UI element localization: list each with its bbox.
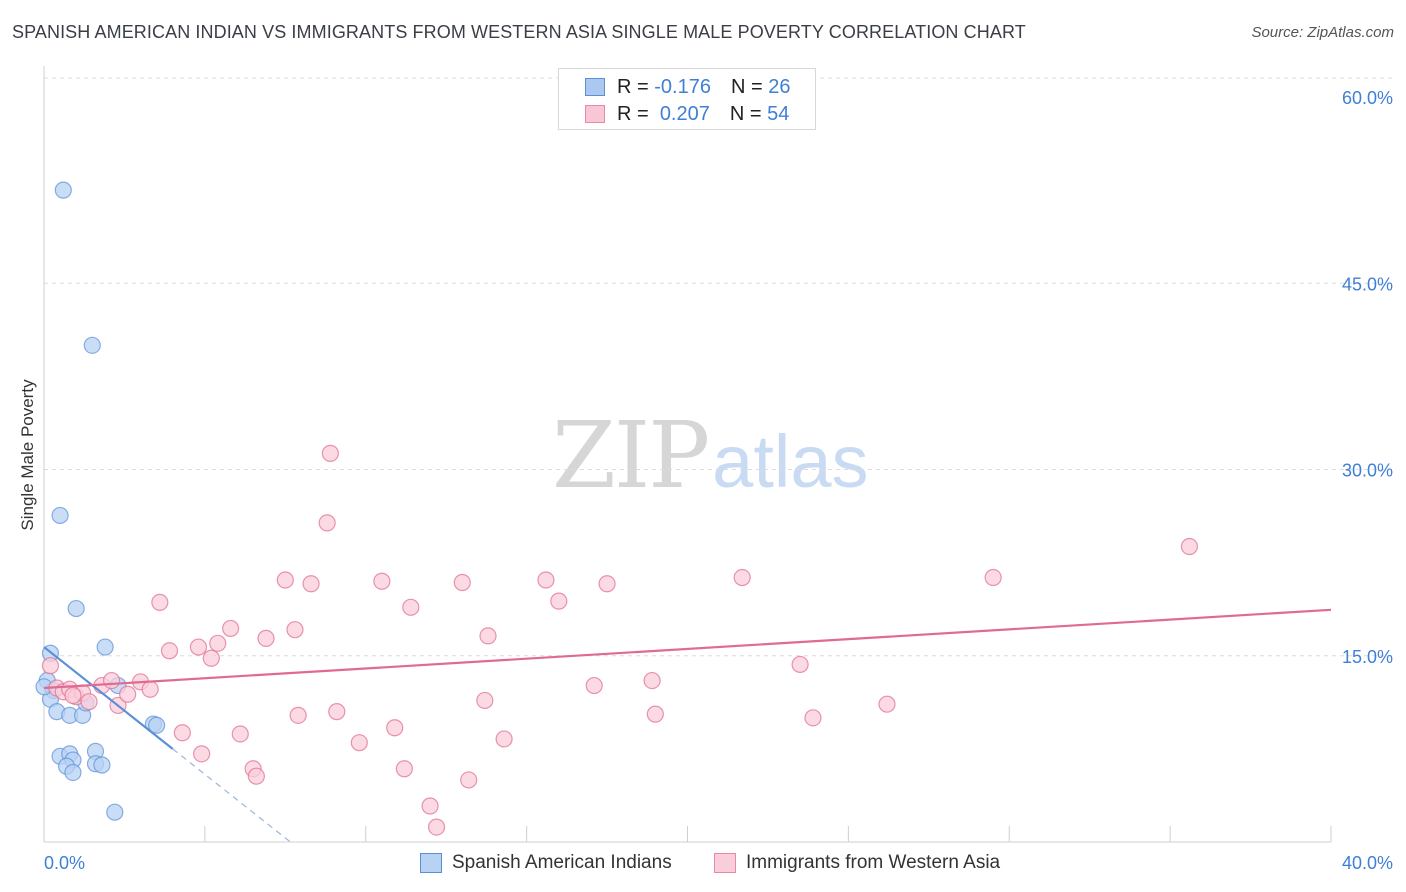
- data-point-immigrants-western-asia: [247, 767, 265, 785]
- legend-r-value: 0.207: [659, 102, 710, 125]
- legend-swatch-blue: [420, 853, 442, 873]
- trend-line-spanish-american-indians-extension: [172, 748, 293, 844]
- legend-label: Immigrants from Western Asia: [746, 852, 1001, 873]
- trend-line-immigrants-western-asia: [43, 608, 1332, 690]
- legend-r-value: -0.176: [654, 75, 711, 98]
- legend-n-label: N =: [730, 75, 763, 98]
- data-point-immigrants-western-asia: [791, 655, 809, 674]
- data-point-spanish-american-indians: [67, 599, 85, 618]
- data-point-immigrants-western-asia: [427, 818, 446, 836]
- data-point-immigrants-western-asia: [318, 514, 336, 532]
- data-point-immigrants-western-asia: [402, 598, 420, 616]
- legend-r-label: R =: [617, 102, 649, 125]
- data-point-immigrants-western-asia: [102, 671, 121, 690]
- legend-row-immigrants-western-asia: R = 0.207 N = 54: [585, 101, 789, 127]
- data-point-immigrants-western-asia: [209, 634, 227, 652]
- y-tick-label: 15.0%: [1342, 647, 1393, 667]
- data-point-spanish-american-indians: [54, 181, 72, 199]
- data-point-immigrants-western-asia: [231, 725, 249, 743]
- legend-item-immigrants-western-asia[interactable]: Immigrants from Western Asia: [714, 852, 1000, 874]
- data-point-immigrants-western-asia: [395, 760, 413, 778]
- data-point-immigrants-western-asia: [257, 629, 275, 647]
- y-tick-label: 60.0%: [1342, 88, 1393, 108]
- legend-item-spanish-american-indians[interactable]: Spanish American Indians: [420, 852, 672, 874]
- legend-n-value: 54: [767, 102, 790, 125]
- chart-title: SPANISH AMERICAN INDIAN VS IMMIGRANTS FR…: [12, 22, 1026, 42]
- data-point-immigrants-western-asia: [222, 619, 240, 638]
- data-point-immigrants-western-asia: [453, 573, 471, 592]
- legend-label: Spanish American Indians: [452, 852, 672, 873]
- data-point-immigrants-western-asia: [386, 719, 404, 737]
- source-label: Source: ZipAtlas.com: [1251, 24, 1394, 41]
- data-point-immigrants-western-asia: [804, 709, 822, 727]
- data-point-spanish-american-indians: [64, 763, 82, 782]
- data-point-immigrants-western-asia: [80, 693, 98, 711]
- data-point-immigrants-western-asia: [289, 706, 307, 724]
- x-tick-label: 40.0%: [1342, 853, 1393, 873]
- data-point-immigrants-western-asia: [421, 797, 439, 815]
- data-point-immigrants-western-asia: [119, 685, 137, 703]
- y-tick-label: 30.0%: [1342, 461, 1393, 481]
- legend-swatch-pink: [714, 853, 736, 873]
- data-point-immigrants-western-asia: [598, 575, 616, 593]
- data-point-immigrants-western-asia: [476, 691, 494, 710]
- y-tick-label: 45.0%: [1342, 274, 1393, 294]
- data-point-spanish-american-indians: [148, 716, 166, 734]
- data-point-immigrants-western-asia: [643, 671, 661, 690]
- legend-swatch-blue: [585, 78, 605, 96]
- data-point-immigrants-western-asia: [585, 676, 603, 695]
- legend-n-label: N =: [729, 102, 762, 125]
- data-point-immigrants-western-asia: [160, 642, 179, 660]
- data-point-immigrants-western-asia: [350, 734, 368, 752]
- data-point-immigrants-western-asia: [984, 568, 1002, 587]
- data-point-immigrants-western-asia: [189, 638, 208, 656]
- data-point-immigrants-western-asia: [151, 593, 169, 611]
- data-point-immigrants-western-asia: [321, 444, 339, 462]
- legend-row-spanish-american-indians: R = -0.176 N = 26: [585, 74, 790, 100]
- correlation-legend: R = -0.176 N = 26 R = 0.207 N = 54: [558, 68, 816, 130]
- data-point-immigrants-western-asia: [733, 568, 751, 587]
- trend-line-spanish-american-indians: [43, 646, 174, 750]
- data-point-immigrants-western-asia: [64, 686, 82, 705]
- x-tick-label: 0.0%: [44, 853, 85, 873]
- data-point-spanish-american-indians: [83, 336, 101, 354]
- data-point-immigrants-western-asia: [550, 592, 568, 610]
- data-point-immigrants-western-asia: [193, 745, 211, 763]
- data-point-immigrants-western-asia: [373, 572, 391, 590]
- data-point-immigrants-western-asia: [202, 649, 220, 667]
- data-point-immigrants-western-asia: [460, 771, 478, 789]
- data-point-spanish-american-indians: [106, 803, 124, 821]
- data-point-immigrants-western-asia: [495, 730, 513, 748]
- data-point-immigrants-western-asia: [276, 571, 294, 589]
- data-point-immigrants-western-asia: [173, 724, 191, 742]
- legend-swatch-pink: [585, 105, 605, 123]
- data-point-spanish-american-indians: [51, 506, 69, 525]
- data-point-immigrants-western-asia: [646, 705, 664, 723]
- data-point-immigrants-western-asia: [41, 657, 60, 675]
- data-point-spanish-american-indians: [96, 638, 114, 656]
- data-point-immigrants-western-asia: [537, 571, 555, 589]
- data-point-immigrants-western-asia: [328, 703, 346, 721]
- data-point-immigrants-western-asia: [479, 627, 497, 645]
- data-point-immigrants-western-asia: [878, 695, 896, 713]
- data-point-immigrants-western-asia: [302, 575, 320, 593]
- legend-r-label: R =: [617, 75, 649, 98]
- y-axis-label: Single Male Poverty: [18, 379, 37, 531]
- legend-n-value: 26: [768, 75, 791, 98]
- data-point-immigrants-western-asia: [1180, 537, 1199, 556]
- data-point-immigrants-western-asia: [141, 680, 159, 698]
- data-point-immigrants-western-asia: [286, 621, 304, 639]
- data-point-spanish-american-indians: [93, 756, 111, 774]
